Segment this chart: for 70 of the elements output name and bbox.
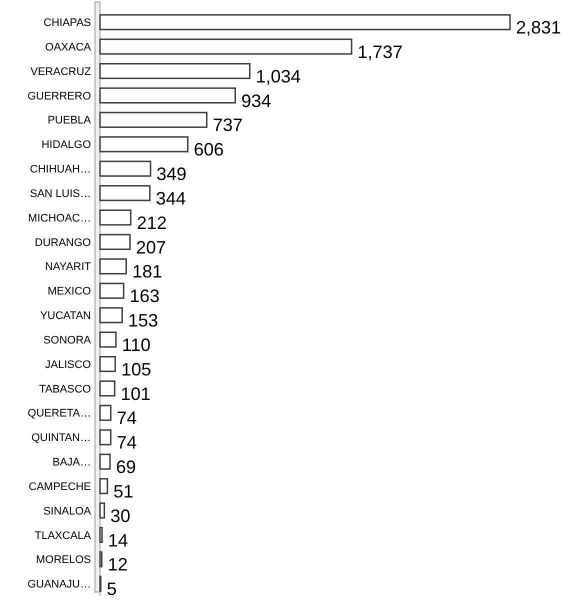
data-label: 153 [128, 310, 158, 331]
bar [99, 87, 236, 104]
data-label: 74 [116, 408, 137, 428]
bar [99, 234, 131, 250]
y-tick-label: QUINTAN… [31, 432, 91, 444]
data-label: 30 [110, 506, 130, 526]
data-label: 5 [106, 579, 117, 600]
data-label: 110 [122, 334, 151, 355]
data-label: 69 [116, 457, 136, 478]
y-tick-label: HIDALGO [41, 139, 92, 152]
bar [99, 478, 108, 494]
bar [99, 332, 117, 348]
data-label: 51 [113, 481, 134, 502]
y-tick-label: JALISCO [45, 358, 92, 371]
bar [99, 136, 189, 152]
y-tick-label: YUCATAN [40, 310, 92, 322]
data-label: 74 [116, 432, 137, 453]
y-tick-label: SONORA [43, 334, 92, 346]
y-tick-label: SAN LUIS… [30, 188, 91, 200]
y-tick-label: NAYARIT [44, 261, 92, 274]
data-label: 105 [121, 359, 152, 380]
y-tick-label: CAMPECHE [28, 480, 91, 493]
bar [99, 209, 132, 226]
y-tick-label: PUEBLA [48, 114, 92, 127]
bar [99, 38, 352, 55]
data-label: 737 [212, 115, 243, 136]
bar [99, 62, 250, 80]
data-label: 349 [156, 164, 187, 184]
y-tick-label: GUANAJU… [27, 578, 91, 591]
bar [99, 429, 112, 446]
y-tick-label: TABASCO [39, 383, 92, 396]
y-tick-label: CHIHUAH… [30, 164, 91, 176]
bar [99, 185, 151, 202]
data-label: 212 [136, 212, 167, 233]
bar [99, 380, 116, 397]
data-label: 14 [108, 530, 128, 550]
data-label: 181 [132, 262, 162, 282]
bar [99, 454, 111, 470]
y-tick-label: CHIAPAS [44, 17, 91, 30]
data-label: 163 [130, 286, 160, 306]
y-tick-label: MICHOAC… [28, 212, 91, 224]
bar [99, 258, 127, 274]
y-tick-label: SINALOA [43, 505, 92, 518]
data-label: 12 [108, 554, 128, 575]
y-tick-label: VERACRUZ [30, 66, 92, 78]
bar [99, 356, 116, 372]
y-tick-label: GUERRERO [27, 90, 92, 102]
data-label: 1,737 [358, 42, 403, 62]
data-label: 2,831 [516, 18, 562, 38]
y-tick-label: TLAXCALA [34, 530, 92, 542]
bar [99, 307, 123, 324]
y-tick-label: BAJA… [52, 456, 91, 469]
bar [99, 502, 106, 519]
data-label: 1,034 [256, 66, 301, 86]
data-label: 934 [241, 90, 272, 111]
bar [99, 404, 112, 421]
y-tick-label: DURANGO [34, 236, 92, 249]
data-label: 101 [120, 384, 151, 404]
y-tick-label: MEXICO [48, 286, 92, 298]
data-label: 207 [136, 237, 166, 258]
y-tick-label: MORELOS [36, 554, 91, 566]
bar [99, 14, 511, 30]
data-label: 344 [156, 188, 186, 208]
bar [99, 112, 208, 128]
bar [99, 526, 103, 544]
bar [99, 160, 152, 177]
data-label: 606 [194, 140, 224, 160]
y-tick-label: OAXACA [45, 41, 92, 54]
y-tick-label: QUERETA… [28, 408, 91, 420]
bar [99, 282, 124, 299]
